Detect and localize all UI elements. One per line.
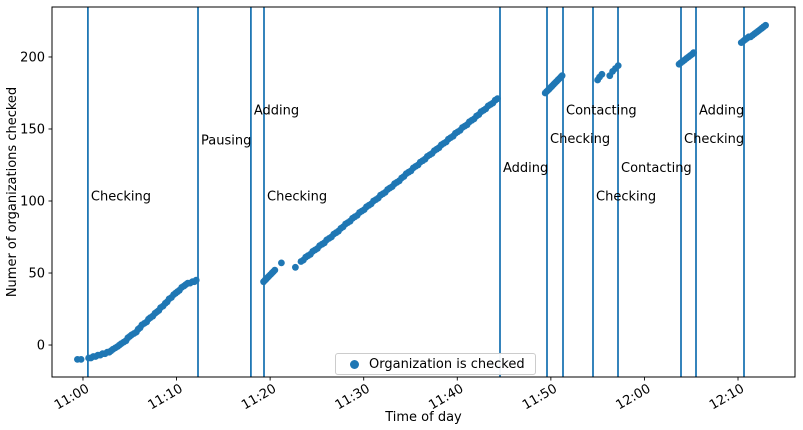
y-tick-label: 200 (20, 51, 45, 66)
y-tick-label: 100 (20, 195, 45, 210)
plot-border (51, 6, 796, 378)
legend: Organization is checked (335, 353, 536, 375)
chart-layer: CheckingPausingAddingCheckingAddingCheck… (20, 6, 796, 413)
legend-label: Organization is checked (369, 356, 525, 372)
y-axis-label: Numer of organizations checked (5, 87, 20, 297)
event-vline-label: Adding (699, 103, 744, 118)
scatter-point (278, 259, 285, 267)
x-tick-label: 11:00 (52, 381, 92, 413)
legend-marker-icon (350, 359, 359, 369)
event-vline-label: Adding (503, 161, 548, 176)
x-tick-label: 11:50 (520, 381, 560, 413)
event-vline-label: Contacting (566, 103, 637, 118)
scatter-point (192, 276, 200, 284)
y-tick-label: 150 (20, 123, 45, 138)
x-tick-label: 12:00 (613, 381, 653, 413)
scatter-point (598, 70, 606, 78)
scatter-point (494, 95, 501, 103)
x-tick-label: 12:10 (707, 381, 747, 413)
x-axis-label: Time of day (384, 410, 462, 425)
event-vline-label: Checking (91, 190, 151, 205)
scatter-point (614, 62, 622, 69)
scatter-point (558, 72, 566, 80)
event-vline-label: Checking (684, 132, 744, 147)
event-vline-label: Checking (267, 190, 327, 205)
x-tick-label: 11:10 (146, 381, 186, 413)
y-tick-label: 0 (37, 339, 45, 354)
scatter-point (292, 263, 299, 271)
event-vline-label: Adding (254, 103, 299, 118)
scatter-point (762, 21, 769, 29)
x-tick-label: 11:20 (239, 381, 279, 413)
scatter-point (271, 266, 279, 274)
event-vline-label: Checking (550, 132, 610, 147)
scatter-point (690, 49, 697, 57)
event-vline-label: Pausing (201, 134, 251, 149)
x-tick-label: 11:30 (333, 381, 373, 413)
y-tick-label: 50 (28, 267, 45, 282)
event-vline-label: Checking (596, 190, 656, 205)
x-tick-label: 11:40 (426, 381, 466, 413)
scatter-point (77, 356, 85, 363)
event-vline-label: Contacting (621, 161, 692, 176)
